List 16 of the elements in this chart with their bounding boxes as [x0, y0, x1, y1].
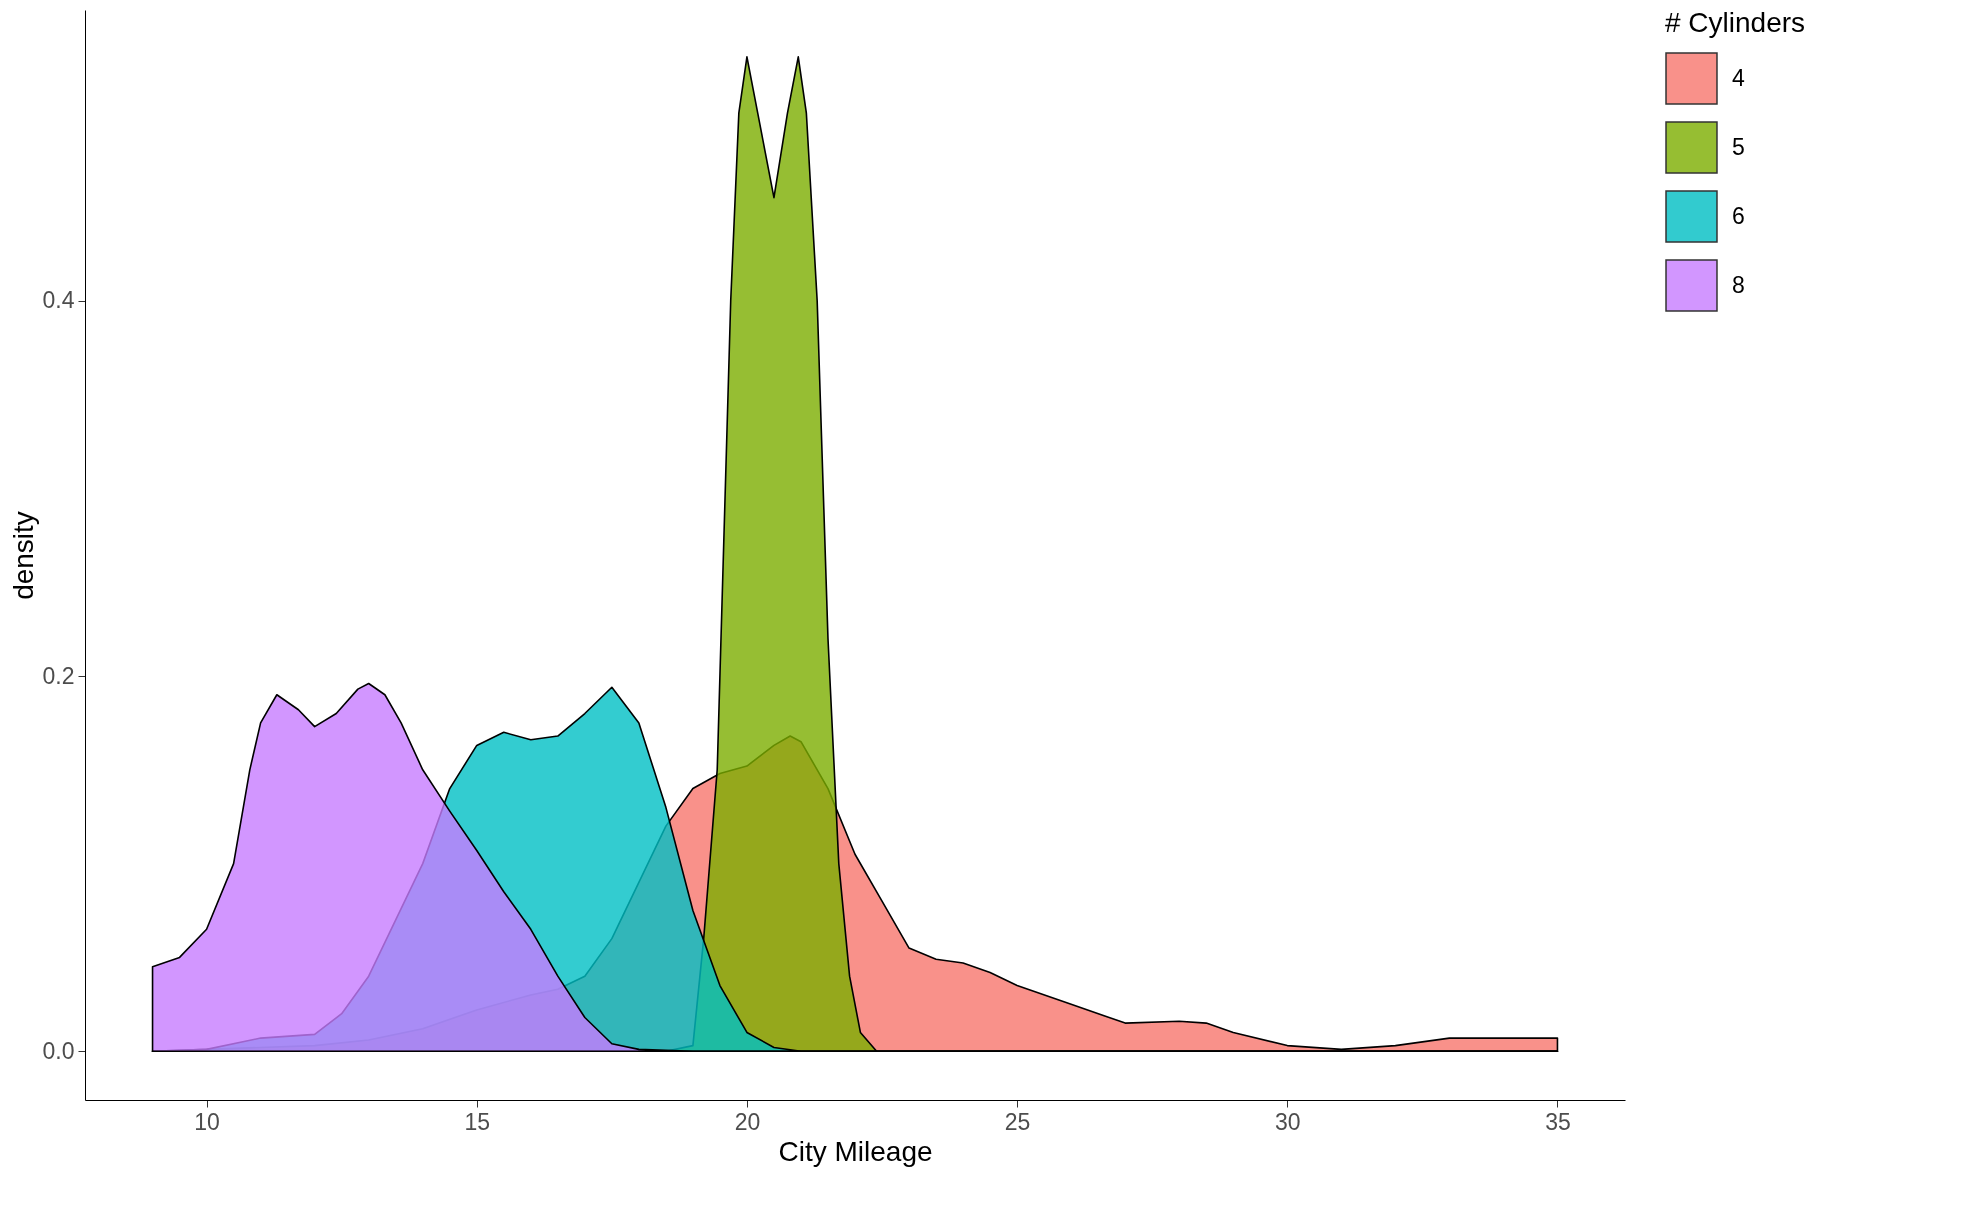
legend-label: 6	[1732, 202, 1745, 229]
y-tick-label: 0.4	[42, 287, 75, 314]
legend-label: 5	[1732, 133, 1745, 160]
x-tick-label: 30	[1274, 1108, 1301, 1135]
x-tick-label: 20	[734, 1108, 761, 1135]
y-tick-label: 0.0	[42, 1037, 75, 1064]
x-axis-title: City Mileage	[778, 1135, 933, 1167]
x-tick-label: 25	[1004, 1108, 1031, 1135]
y-tick-label: 0.2	[42, 662, 75, 689]
legend-label: 4	[1732, 64, 1745, 91]
x-tick-label: 10	[194, 1108, 220, 1135]
y-axis-title: density	[7, 511, 39, 600]
x-tick-label: 35	[1545, 1108, 1571, 1135]
x-tick-label: 15	[464, 1108, 491, 1135]
legend-title: # Cylinders	[1665, 7, 1806, 38]
legend-label: 8	[1732, 271, 1745, 298]
